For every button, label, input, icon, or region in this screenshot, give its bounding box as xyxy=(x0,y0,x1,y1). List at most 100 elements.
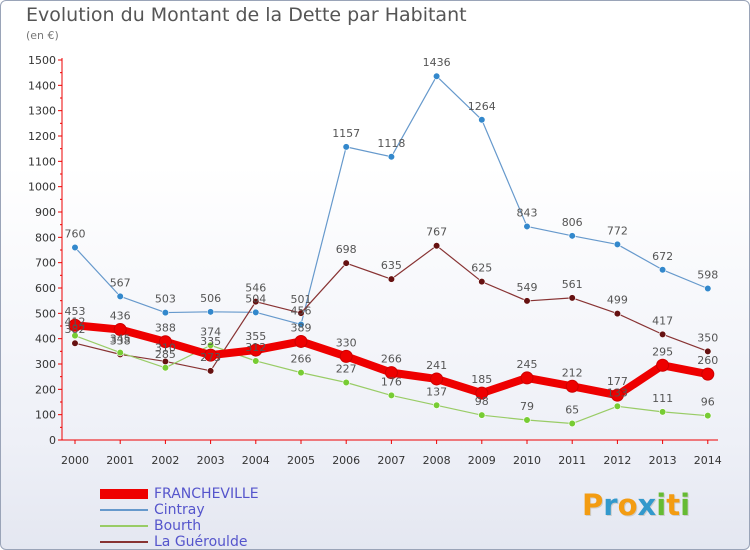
legend-label: Bourth xyxy=(154,518,202,534)
legend-item: Bourth xyxy=(100,518,259,534)
data-label: 350 xyxy=(697,331,718,344)
y-tick-label: 1300 xyxy=(28,105,56,118)
data-point xyxy=(68,318,82,332)
data-point xyxy=(433,72,441,80)
x-tick-label: 2012 xyxy=(603,454,631,467)
data-label: 506 xyxy=(200,292,221,305)
data-label: 335 xyxy=(200,335,221,348)
data-label: 310 xyxy=(155,341,176,354)
y-tick-label: 800 xyxy=(35,231,56,244)
data-point xyxy=(568,232,576,240)
chart-title: Evolution du Montant de la Dette par Hab… xyxy=(26,4,467,26)
data-label: 295 xyxy=(652,345,673,358)
data-label: 176 xyxy=(381,375,402,388)
chart-unit-label: (en €) xyxy=(26,29,59,42)
x-tick-label: 2000 xyxy=(61,454,89,467)
legend-swatch xyxy=(100,525,148,527)
data-point xyxy=(613,402,622,410)
legend-swatch xyxy=(100,509,148,511)
data-point xyxy=(113,323,127,337)
data-label: 806 xyxy=(562,216,583,229)
x-tick-label: 2006 xyxy=(332,454,360,467)
data-point xyxy=(297,309,305,317)
data-point xyxy=(207,341,215,349)
data-label: 382 xyxy=(65,323,86,336)
series-cintray xyxy=(71,72,712,329)
y-tick-label: 1500 xyxy=(28,54,56,67)
data-label: 436 xyxy=(110,310,131,323)
data-label: 355 xyxy=(245,330,266,343)
data-label: 499 xyxy=(607,294,628,307)
x-tick-label: 2005 xyxy=(287,454,315,467)
logo-letter: P xyxy=(582,488,604,522)
data-point xyxy=(610,388,624,402)
data-point xyxy=(430,372,444,386)
data-point xyxy=(568,419,576,428)
data-label: 137 xyxy=(426,385,447,398)
y-tick-label: 900 xyxy=(35,206,56,219)
data-label: 79 xyxy=(520,400,534,413)
data-label: 549 xyxy=(517,281,538,294)
y-tick-label: 200 xyxy=(35,383,56,396)
data-point xyxy=(658,266,667,274)
x-tick-label: 2010 xyxy=(513,454,541,467)
proxiti-logo: Proxiti xyxy=(582,488,690,522)
data-point xyxy=(207,367,215,375)
data-point xyxy=(704,284,712,293)
legend-label: La Guéroulde xyxy=(154,534,248,550)
y-tick-label: 1000 xyxy=(28,181,56,194)
data-label: 504 xyxy=(245,292,266,305)
data-point xyxy=(252,298,260,306)
data-label: 266 xyxy=(381,353,402,366)
data-label: 456 xyxy=(291,304,312,317)
chart-data-labels: 760 567 503 506 504 456 1157 1118 1436 1264 843 806… xyxy=(65,56,719,416)
data-label: 767 xyxy=(426,226,447,239)
y-tick-label: 100 xyxy=(35,409,56,422)
data-point xyxy=(613,240,622,249)
logo-letter: i xyxy=(680,488,691,522)
data-label: 598 xyxy=(697,269,718,282)
x-tick-label: 2013 xyxy=(649,454,677,467)
data-point xyxy=(116,292,124,300)
data-point xyxy=(387,275,396,283)
y-tick-label: 600 xyxy=(35,282,56,295)
data-label: 227 xyxy=(336,362,357,375)
legend-label: FRANCHEVILLE xyxy=(154,486,259,502)
series-bourth xyxy=(71,332,712,428)
data-label: 389 xyxy=(291,321,312,334)
data-point xyxy=(204,348,218,362)
data-point xyxy=(342,378,350,387)
data-point xyxy=(568,294,576,302)
data-label: 98 xyxy=(475,395,489,408)
data-label: 760 xyxy=(65,227,86,240)
data-point xyxy=(478,411,486,419)
data-label: 133 xyxy=(607,386,628,399)
data-label: 625 xyxy=(471,262,492,275)
data-point xyxy=(116,349,124,357)
logo-letter: t xyxy=(666,488,681,522)
data-label: 285 xyxy=(155,348,176,361)
data-label: 65 xyxy=(565,404,579,417)
data-label: 212 xyxy=(562,366,583,379)
data-point xyxy=(565,379,579,393)
series-la-gu-roulde xyxy=(71,242,712,375)
data-point xyxy=(342,143,350,151)
data-label: 567 xyxy=(110,276,131,289)
data-label: 561 xyxy=(562,278,583,291)
data-point xyxy=(252,308,260,316)
data-point xyxy=(658,330,667,338)
x-tick-label: 2007 xyxy=(377,454,405,467)
data-label: 260 xyxy=(697,354,718,367)
logo-letter: i xyxy=(656,488,667,522)
legend-item: La Guéroulde xyxy=(100,534,259,550)
data-point xyxy=(161,308,169,317)
data-point xyxy=(71,339,79,347)
data-label: 330 xyxy=(336,336,357,349)
legend-item: Cintray xyxy=(100,502,259,518)
data-point xyxy=(294,334,308,348)
data-label: 1264 xyxy=(468,100,496,113)
data-point xyxy=(475,386,489,400)
data-point xyxy=(704,347,712,355)
data-point xyxy=(161,364,169,372)
